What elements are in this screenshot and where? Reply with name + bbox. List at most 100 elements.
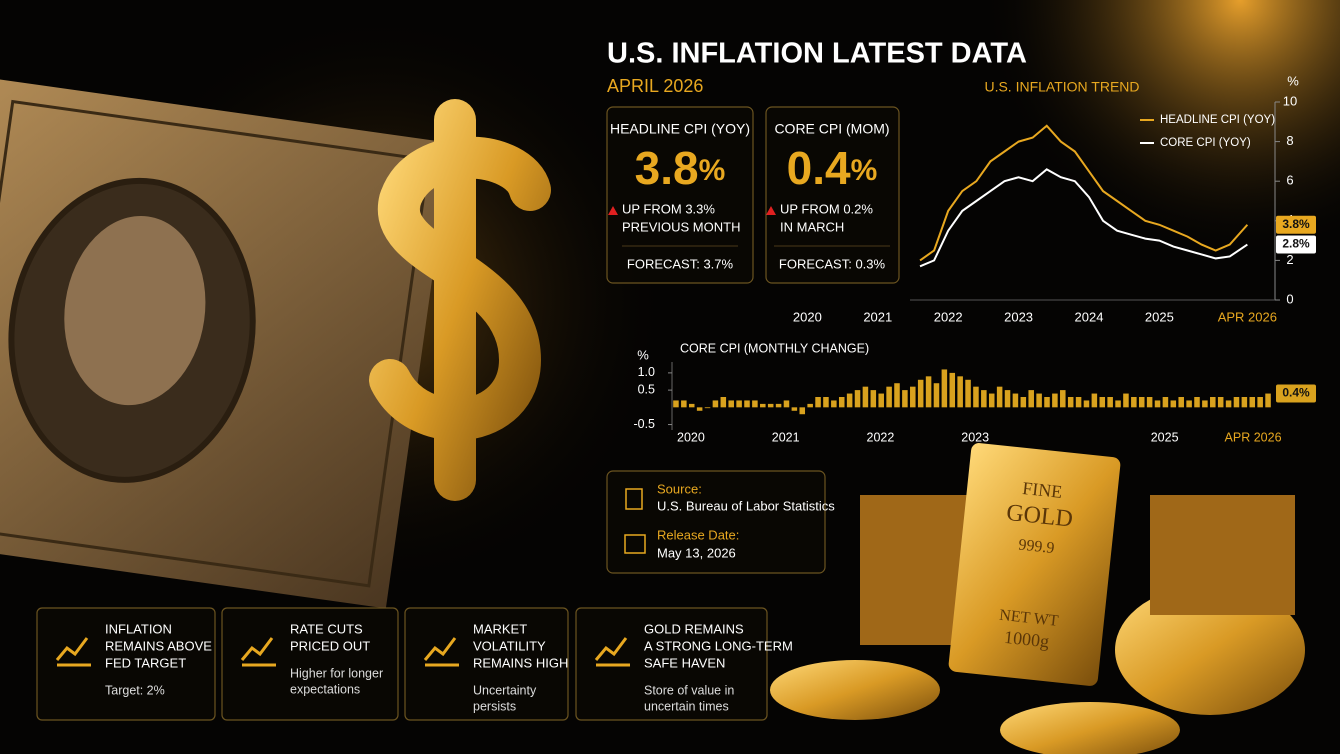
bar	[854, 390, 861, 408]
y-tick-label: 10	[1283, 93, 1297, 108]
release-label: Release Date:	[657, 527, 739, 542]
bar	[941, 369, 948, 408]
bar	[988, 393, 995, 408]
bar	[878, 393, 884, 408]
card-text: Target: 2%	[105, 683, 165, 697]
card-text: expectations	[290, 682, 360, 696]
card-title: RATE CUTS	[290, 621, 363, 636]
y-tick-label: 6	[1286, 173, 1293, 188]
bar	[910, 386, 916, 408]
bar	[823, 397, 829, 408]
y-axis-label: %	[1287, 73, 1299, 88]
bar	[1202, 400, 1208, 408]
card-text: Store of value in	[644, 683, 734, 697]
stat-value: 0.4%	[787, 142, 878, 194]
bar	[1036, 393, 1042, 408]
bar	[1004, 390, 1011, 408]
bar	[925, 376, 932, 408]
gold-bar-text: NET WT	[998, 607, 1059, 630]
line	[919, 124, 1249, 262]
bar	[752, 400, 758, 408]
bar	[1012, 393, 1019, 408]
bar	[696, 407, 703, 411]
gold-bar-text: 999.9	[1018, 536, 1056, 557]
bar	[1162, 397, 1169, 408]
source-value: U.S. Bureau of Labor Statistics	[657, 498, 835, 513]
stat-change: PREVIOUS MONTH	[622, 219, 740, 234]
bar	[1020, 397, 1027, 408]
bar	[1028, 390, 1034, 408]
card-title: PRICED OUT	[290, 638, 370, 653]
bar	[1249, 397, 1256, 408]
card-title: SAFE HAVEN	[644, 655, 725, 670]
stat-change: UP FROM 3.3%	[622, 201, 715, 216]
bar	[894, 383, 900, 408]
bar	[870, 390, 877, 408]
bar	[688, 403, 695, 408]
bar	[1154, 400, 1161, 408]
x-tick-label: 2022	[867, 430, 895, 444]
y-tick-label: 0.5	[638, 382, 655, 396]
bar	[681, 400, 687, 408]
line	[919, 168, 1248, 268]
y-tick-label: 1.0	[638, 365, 655, 379]
source-label: Source:	[657, 481, 702, 496]
up-arrow	[766, 206, 776, 215]
bar	[838, 397, 845, 408]
chart-title: U.S. INFLATION TREND	[984, 79, 1139, 95]
doc-icon	[625, 488, 643, 510]
card	[404, 607, 569, 721]
card-title: GOLD REMAINS	[644, 621, 744, 636]
bar	[846, 393, 853, 408]
x-tick-label: 2023	[961, 430, 989, 444]
card-title: MARKET	[473, 621, 527, 636]
card	[221, 607, 399, 721]
bar	[949, 372, 956, 408]
bar	[799, 407, 806, 415]
x-tick-label: 2025	[1151, 430, 1179, 444]
calendar-icon	[624, 534, 646, 554]
bar	[965, 379, 971, 408]
y-tick-label: -0.5	[633, 417, 655, 431]
card-title: REMAINS ABOVE	[105, 638, 212, 653]
release-value: May 13, 2026	[657, 545, 736, 560]
bar	[973, 386, 979, 408]
bar	[1083, 400, 1090, 408]
card-text: uncertain times	[644, 699, 729, 713]
x-tick-label: APR 2026	[1225, 430, 1282, 444]
bar	[1217, 397, 1224, 408]
bar	[902, 390, 908, 408]
bar	[760, 403, 766, 408]
legend-label: HEADLINE CPI (YOY)	[1160, 114, 1275, 126]
bar	[736, 400, 742, 408]
bar	[957, 376, 963, 408]
bar	[783, 400, 790, 408]
chart-title: CORE CPI (MONTHLY CHANGE)	[680, 341, 869, 355]
bar	[1241, 397, 1248, 408]
bar	[712, 400, 719, 408]
card-title: INFLATION	[105, 621, 172, 636]
bar	[1225, 400, 1232, 408]
card	[36, 607, 216, 721]
x-tick-label: 2020	[677, 430, 705, 444]
bar	[673, 400, 679, 408]
x-tick-label: 2020	[793, 309, 822, 324]
gold-bar-text: FINE	[1021, 478, 1063, 502]
bar	[886, 386, 892, 408]
stat-box	[765, 106, 900, 284]
dollar-symbol	[369, 99, 551, 501]
x-tick-label: 2024	[1075, 309, 1104, 324]
bar	[720, 397, 727, 408]
bar	[744, 400, 750, 408]
bar	[767, 403, 774, 408]
bar	[1052, 393, 1058, 408]
value-label: 2.8%	[1282, 237, 1310, 251]
bar	[1170, 400, 1177, 408]
title: U.S. INFLATION LATEST DATA	[607, 38, 1027, 70]
bar	[1233, 397, 1240, 408]
stat-change: IN MARCH	[780, 219, 844, 234]
value-label-bg	[1276, 384, 1316, 403]
bar	[1123, 393, 1129, 408]
bar	[1210, 397, 1216, 408]
card-title: FED TARGET	[105, 655, 186, 670]
